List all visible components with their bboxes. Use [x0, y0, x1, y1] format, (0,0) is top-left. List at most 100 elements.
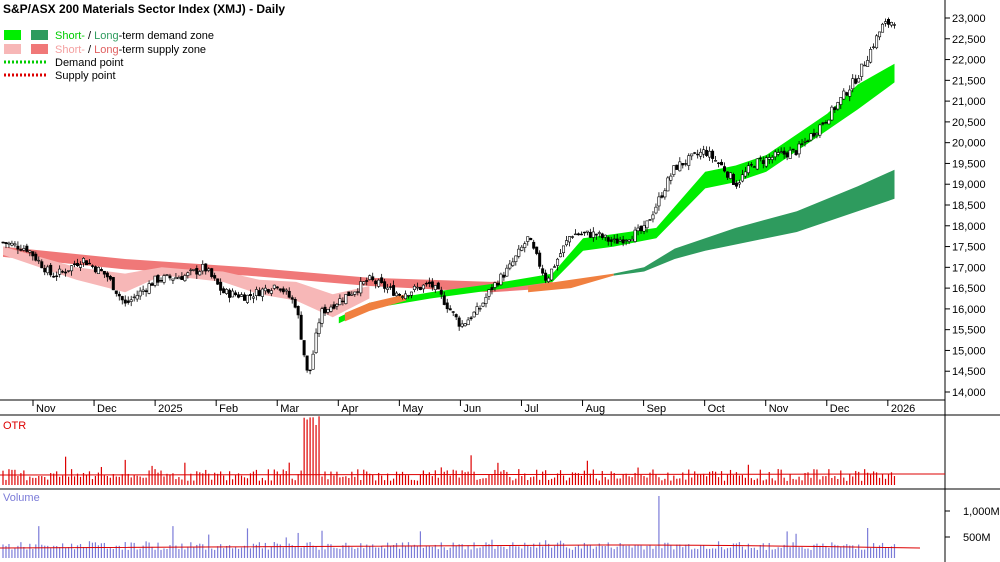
- y-tick-label: 22,500: [952, 34, 986, 46]
- candle-body: [120, 296, 124, 301]
- candle-body: [475, 306, 479, 315]
- candle-body: [43, 267, 47, 273]
- candle-body: [702, 149, 706, 155]
- x-tick-label: Nov: [36, 403, 56, 415]
- candle-body: [260, 288, 264, 297]
- candle-body: [263, 287, 267, 292]
- candle-body: [406, 295, 410, 297]
- candle-body: [454, 314, 458, 318]
- candle-body: [597, 232, 601, 234]
- candle-body: [377, 279, 381, 287]
- candle-body: [845, 92, 849, 96]
- candle-body: [842, 90, 846, 100]
- candle-body: [189, 269, 193, 272]
- candle-body: [535, 246, 539, 254]
- x-tick-label: Dec: [97, 403, 117, 415]
- candle-body: [550, 268, 554, 281]
- candle-body: [356, 291, 360, 293]
- candle-body: [705, 149, 709, 156]
- candle-body: [576, 233, 580, 236]
- x-tick-label: Jul: [524, 403, 538, 415]
- candle-body: [302, 340, 306, 356]
- candle-body: [657, 196, 661, 207]
- volume-tick-label: 500M: [963, 532, 991, 544]
- candle-body: [720, 161, 724, 166]
- transition-zone: [344, 294, 406, 322]
- candle-body: [383, 281, 387, 289]
- candle-body: [7, 242, 11, 245]
- x-tick-label: Mar: [280, 403, 299, 415]
- candle-body: [573, 233, 577, 236]
- candle-body: [833, 107, 837, 111]
- legend-demand-point: Demand point: [55, 57, 124, 69]
- candle-body: [156, 274, 160, 283]
- candle-body: [827, 119, 831, 125]
- candle-body: [359, 281, 363, 294]
- candle-body: [600, 233, 604, 238]
- candle-body: [254, 289, 258, 296]
- candle-body: [311, 353, 315, 370]
- candle-body: [257, 290, 261, 297]
- price-panel: [0, 0, 945, 400]
- candle-body: [251, 296, 255, 299]
- candle-body: [630, 239, 634, 242]
- candle-body: [585, 230, 589, 233]
- candle-body: [556, 258, 560, 266]
- candle-body: [320, 308, 324, 324]
- candle-body: [424, 282, 428, 285]
- candle-body: [851, 78, 855, 90]
- candle-body: [144, 290, 148, 292]
- volume-average-line: [0, 544, 921, 549]
- candle-body: [726, 171, 730, 178]
- candle-body: [82, 258, 86, 264]
- candle-body: [693, 152, 697, 154]
- candle-body: [22, 248, 26, 251]
- y-tick-label: 17,500: [952, 242, 986, 254]
- candle-body: [1, 241, 5, 244]
- long-term-demand-zone: [613, 169, 895, 276]
- candle-body: [147, 283, 151, 294]
- legend-swatch-long-demand: [31, 30, 48, 40]
- otr-label: OTR: [3, 420, 26, 432]
- candle-body: [168, 275, 172, 279]
- candle-body: [627, 239, 631, 242]
- y-tick-label: 18,000: [952, 221, 986, 233]
- candle-body: [129, 299, 133, 302]
- candle-body: [386, 287, 390, 290]
- candle-body: [758, 157, 762, 160]
- candle-body: [49, 264, 53, 276]
- candle-body: [222, 288, 226, 294]
- candle-body: [284, 289, 288, 292]
- candle-body: [177, 277, 181, 280]
- candle-body: [639, 226, 643, 232]
- candle-body: [588, 231, 592, 238]
- candle-body: [105, 272, 109, 278]
- volume-tick-label: 1,000M: [963, 506, 1000, 518]
- candle-body: [332, 304, 336, 309]
- candle-body: [132, 296, 136, 299]
- candle-body: [690, 153, 694, 157]
- candle-body: [848, 89, 852, 97]
- y-tick-label: 15,000: [952, 345, 986, 357]
- candle-body: [562, 245, 566, 254]
- candle-body: [314, 332, 318, 353]
- candle-body: [666, 177, 670, 192]
- candle-body: [430, 281, 434, 288]
- candle-body: [198, 271, 202, 276]
- x-axis: Nov Dec 2025 Feb Mar Apr May Jun Jul Aug Sep Oct Nov…: [32, 400, 915, 415]
- candle-body: [773, 151, 777, 158]
- candle-body: [108, 275, 112, 280]
- candle-body: [281, 288, 285, 293]
- candle-body: [266, 289, 270, 293]
- candle-body: [731, 174, 735, 185]
- x-tick-label: Sep: [647, 403, 667, 415]
- candle-body: [675, 164, 679, 170]
- candle-body: [824, 122, 828, 124]
- candle-body: [496, 283, 500, 286]
- candle-body: [210, 268, 214, 277]
- candle-body: [892, 24, 896, 26]
- candle-body: [529, 237, 533, 241]
- candle-body: [514, 255, 518, 263]
- candle-body: [329, 306, 333, 312]
